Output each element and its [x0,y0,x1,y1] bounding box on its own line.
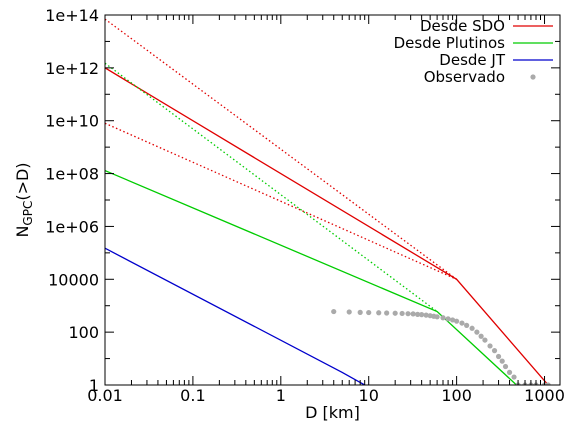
x-axis-label: D [km] [305,403,360,422]
x-tick-label-0: 0.01 [87,386,123,405]
observed-point [499,358,505,364]
y-tick-label-2: 10000 [48,270,99,289]
observed-point [487,343,493,349]
series-line-2 [105,122,457,280]
observed-point [511,374,517,380]
x-tick-label-4: 100 [441,386,472,405]
observed-point [469,325,475,331]
observed-point [410,311,416,317]
y-axis-label-rest: (>D) [13,162,32,200]
y-tick-label-5: 1e+10 [45,112,99,131]
legend-label-2: Desde JT [439,51,506,69]
x-tick-label-1: 0.1 [180,386,205,405]
y-tick-label-1: 100 [68,323,99,342]
observed-point [346,309,352,315]
observed-point [491,348,498,354]
observed-point [331,308,337,315]
y-axis-label-main: N [13,226,32,238]
observed-point [440,315,446,321]
legend-label-3: Observado [424,68,505,86]
data-layer [105,18,551,385]
legend-label-0: Desde SDO [420,17,505,35]
observed-point [482,337,488,343]
observed-point [502,363,509,370]
y-tick-label-6: 1e+12 [45,59,99,78]
observed-point [366,309,372,316]
observed-point [459,320,465,326]
observed-point [495,353,502,360]
y-axis-label-subscript: GPC [21,201,35,226]
x-tick-label-2: 1 [276,386,286,405]
series-line-5 [105,247,366,385]
observed-point [478,333,484,339]
observed-point [545,382,551,385]
series-line-1 [105,18,458,280]
y-tick-label-7: 1e+14 [45,6,99,25]
y-tick-label-0: 1 [89,376,99,395]
observed-point [423,312,429,318]
legend-swatch-3 [530,74,536,80]
observed-point [384,310,390,316]
y-tick-label-4: 1e+08 [45,165,99,184]
observed-point [474,329,480,335]
observed-point [464,322,470,328]
observed-point [419,312,425,318]
observed-point [405,311,411,317]
x-tick-label-3: 10 [359,386,379,405]
y-axis-label: NGPC(>D) [13,162,35,237]
series-line-4 [105,62,438,313]
x-tick-label-5: 1000 [524,386,565,405]
observed-point [434,314,440,320]
observed-point [445,316,451,322]
observed-point [415,311,421,317]
legend-label-1: Desde Plutinos [394,34,506,52]
series-line-3 [105,169,517,385]
ticks-layer: 0.01 0.1 1 10 100 1000 1 100 10000 1e+06 1e+08 1e+1… [45,6,565,405]
observed-point [376,310,382,316]
y-tick-label-3: 1e+06 [45,217,99,236]
observed-point [449,317,456,323]
observed-point [454,318,460,324]
observed-point [357,309,363,315]
observed-point [392,310,398,316]
observed-point [506,369,513,375]
observed-point [399,310,405,317]
